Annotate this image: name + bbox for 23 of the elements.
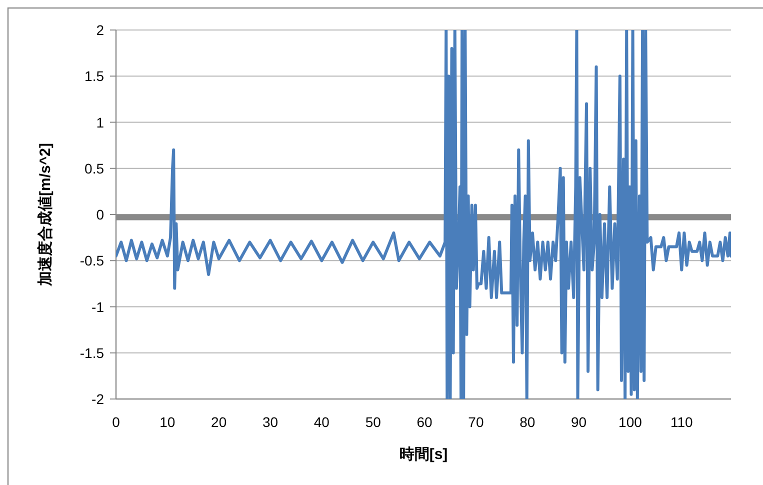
x-tick-label: 90	[571, 414, 587, 430]
y-tick-label: 0.5	[84, 160, 104, 176]
y-tick-label: 1.5	[84, 68, 104, 84]
x-tick-label: 110	[670, 414, 694, 430]
y-tick-label: 0	[96, 206, 104, 222]
y-tick-label: -0.5	[80, 252, 104, 269]
y-tick-label: -2	[92, 391, 104, 407]
y-tick-label: -1.5	[80, 344, 104, 361]
y-tick-label: 2	[96, 22, 104, 38]
x-tick-label: 30	[262, 414, 278, 430]
x-tick-label: 0	[112, 414, 120, 430]
x-tick-label: 70	[468, 414, 484, 430]
x-axis-title: 時間[s]	[399, 446, 448, 463]
x-tick-label: 40	[314, 414, 330, 430]
x-tick-label: 80	[520, 414, 536, 430]
x-tick-label: 100	[618, 414, 642, 430]
x-tick-label: 60	[416, 414, 433, 430]
y-axis-title: 加速度合成値[m/s^2]	[36, 143, 54, 287]
x-tick-label: 20	[211, 414, 227, 430]
y-tick-label: -1	[92, 298, 104, 315]
x-tick-label: 10	[160, 414, 176, 430]
x-tick-label: 50	[365, 414, 382, 430]
y-tick-label: 1	[96, 114, 104, 130]
